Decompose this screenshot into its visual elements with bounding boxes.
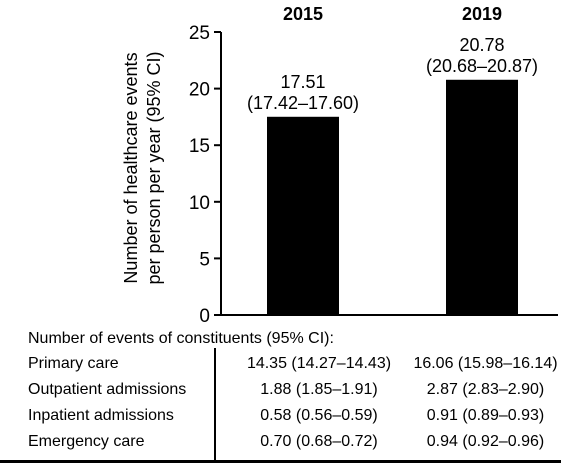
ci-label: (20.68–20.87) [426, 56, 538, 76]
table-row: Emergency care 0.70 (0.68–0.72) 0.94 (0.… [0, 430, 561, 456]
bar [446, 79, 518, 315]
y-tick-label: 0 [199, 306, 210, 327]
value-2015: 1.88 (1.85–1.91) [260, 381, 378, 398]
category-label: 2015 [283, 4, 323, 24]
value-2015: 0.70 (0.68–0.72) [260, 433, 378, 450]
table-row: Primary care 14.35 (14.27–14.43) 16.06 (… [0, 352, 561, 378]
data-label: 20.78 [459, 35, 504, 55]
y-axis: 0 5 10 15 20 25 [189, 23, 222, 327]
y-tick-label: 15 [189, 136, 210, 157]
category-label: 2019 [462, 4, 502, 24]
value-2015: 14.35 (14.27–14.43) [246, 355, 392, 372]
y-tick-label: 5 [199, 249, 210, 270]
ci-label: (17.42–17.60) [247, 93, 359, 113]
y-tick-label: 25 [189, 23, 210, 44]
bottom-rule [0, 460, 561, 463]
bar-chart: 0 5 10 15 20 25 Number of healthcare events p… [121, 4, 558, 327]
bar [267, 116, 339, 315]
value-2019: 0.91 (0.89–0.93) [426, 407, 545, 424]
y-tick-label: 20 [189, 80, 210, 101]
data-label: 17.51 [280, 72, 325, 92]
value-2019: 2.87 (2.83–2.90) [426, 381, 545, 398]
y-axis-label-line-1: Number of healthcare events [121, 52, 141, 283]
row-label: Primary care [28, 355, 119, 372]
bars: 2015 17.51(17.42–17.60) 2019 20.78(20.68–20… [247, 4, 538, 315]
row-label: Emergency care [28, 433, 145, 450]
table-row: Outpatient admissions 1.88 (1.85–1.91) 2… [0, 378, 561, 404]
value-2019: 0.94 (0.92–0.96) [426, 433, 545, 450]
constituents-table-title: Number of events of constituents (95% CI… [28, 330, 334, 347]
table-row: Inpatient admissions 0.58 (0.56–0.59) 0.… [0, 404, 561, 430]
row-label: Outpatient admissions [28, 381, 187, 398]
y-axis-label-line-2: per person per year (95% CI) [144, 51, 164, 284]
table-column-divider [214, 348, 216, 460]
value-2019: 16.06 (15.98–16.14) [413, 355, 558, 372]
y-tick-label: 10 [189, 193, 210, 214]
value-2015: 0.58 (0.56–0.59) [260, 407, 378, 424]
row-label: Inpatient admissions [28, 407, 174, 424]
